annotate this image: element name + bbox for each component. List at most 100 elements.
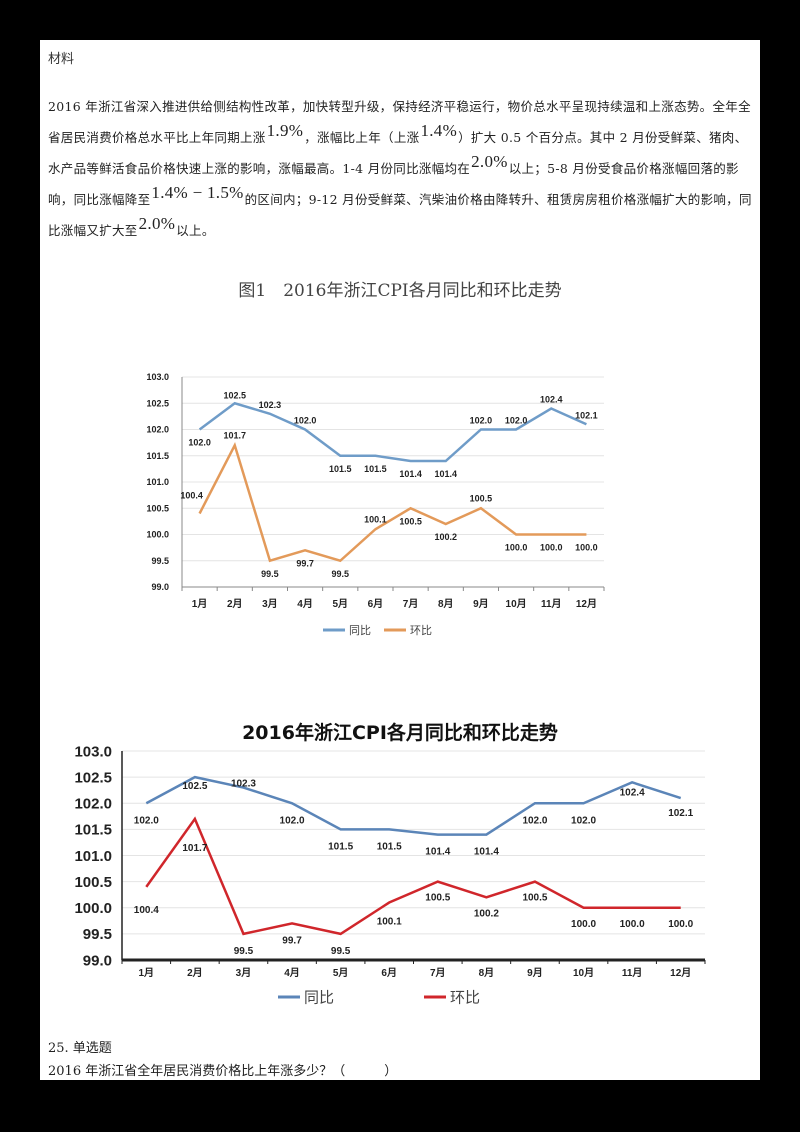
paragraph-text: 的区间内；9-12 月份受鲜菜、汽柴油价格由降转升、租赁房房租价格涨幅扩大的影响… bbox=[48, 192, 752, 238]
data-label: 102.0 bbox=[280, 815, 305, 826]
data-label: 102.0 bbox=[294, 416, 317, 426]
material-paragraph: 2016 年浙江省深入推进供给侧结构性改革，加快转型升级，保持经济平稳运行，物价… bbox=[48, 92, 758, 246]
y-tick-label: 103.0 bbox=[146, 372, 169, 382]
y-tick-label: 102.5 bbox=[146, 398, 169, 408]
data-label: 100.5 bbox=[470, 493, 493, 503]
data-label: 100.0 bbox=[575, 543, 598, 553]
legend-label: 同比 bbox=[349, 624, 371, 637]
data-label: 100.0 bbox=[505, 543, 528, 553]
x-tick-label: 12月 bbox=[576, 598, 597, 610]
x-tick-label: 5月 bbox=[332, 598, 348, 610]
data-label: 102.0 bbox=[134, 815, 159, 826]
y-tick-label: 100.0 bbox=[74, 900, 112, 917]
question-text: 2016 年浙江省全年居民消费价格比上年涨多少？（ ） bbox=[48, 1064, 398, 1079]
data-label: 102.1 bbox=[575, 410, 598, 420]
chart1: 99.0 99.5 100.0 100.5 101.0 101.5 102.0 102.5 10… bbox=[146, 372, 605, 637]
data-label: 100.0 bbox=[620, 919, 645, 930]
data-label: 102.1 bbox=[668, 808, 693, 819]
data-label: 99.7 bbox=[296, 558, 314, 568]
y-tick-label: 101.0 bbox=[74, 848, 112, 865]
y-tick-label: 101.5 bbox=[146, 451, 169, 461]
math-value: 2.0% bbox=[471, 152, 508, 171]
data-label: 101.4 bbox=[434, 469, 457, 479]
data-label: 100.4 bbox=[180, 491, 203, 501]
data-label: 101.5 bbox=[328, 841, 353, 852]
data-label: 100.0 bbox=[540, 543, 563, 553]
series-line-yoy bbox=[145, 775, 682, 836]
x-tick-label: 1月 bbox=[192, 598, 208, 610]
paragraph-text: 2016 年浙江省深入推进供给侧结构性改革，加快转型升级，保持经济平稳运行，物价… bbox=[48, 99, 751, 145]
data-label: 101.7 bbox=[182, 843, 207, 854]
math-value: 1.9% bbox=[266, 121, 304, 140]
data-label: 99.5 bbox=[331, 569, 349, 579]
y-tick-label: 100.5 bbox=[146, 503, 169, 513]
data-label: 101.7 bbox=[223, 430, 246, 440]
data-label: 101.5 bbox=[364, 464, 387, 474]
x-tick-label: 8月 bbox=[479, 967, 495, 979]
document-page: 材料 2016 年浙江省深入推进供给侧结构性改革，加快转型升级，保持经济平稳运行… bbox=[40, 40, 760, 1080]
series-line-mom bbox=[198, 441, 587, 563]
y-tick-label: 101.5 bbox=[74, 822, 112, 839]
data-label: 102.0 bbox=[505, 416, 528, 426]
data-label: 100.4 bbox=[134, 905, 159, 916]
y-tick-label: 102.5 bbox=[74, 769, 112, 786]
x-tick-label: 3月 bbox=[236, 967, 252, 979]
data-label: 102.0 bbox=[188, 438, 211, 448]
data-label: 100.2 bbox=[434, 532, 457, 542]
paragraph-text: 以上；5-8 月份受食品价格涨幅回落的影响，同比涨幅降至 bbox=[48, 161, 739, 207]
data-label: 101.4 bbox=[425, 847, 450, 858]
x-tick-label: 5月 bbox=[333, 967, 349, 979]
data-label: 101.5 bbox=[377, 841, 402, 852]
x-tick-label: 2月 bbox=[187, 967, 203, 979]
x-tick-label: 6月 bbox=[381, 967, 397, 979]
y-tick-label: 102.0 bbox=[146, 425, 169, 435]
legend-label: 环比 bbox=[410, 624, 432, 637]
x-tick-label: 10月 bbox=[573, 967, 594, 979]
x-tick-label: 11月 bbox=[541, 598, 562, 610]
question-number: 25. 单选题 bbox=[48, 1041, 112, 1056]
data-label: 100.5 bbox=[425, 893, 450, 904]
y-tick-label: 100.5 bbox=[74, 874, 112, 891]
paragraph-text: 以上。 bbox=[176, 223, 215, 238]
x-tick-label: 1月 bbox=[139, 967, 155, 979]
x-tick-label: 4月 bbox=[297, 598, 313, 610]
x-tick-label: 7月 bbox=[430, 967, 446, 979]
data-label: 101.5 bbox=[329, 464, 352, 474]
chart2: 99.0 99.5 100.0 100.5 101.0 101.5 102.0 102.5 10… bbox=[74, 743, 706, 1007]
legend-label: 同比 bbox=[304, 990, 334, 1007]
y-tick-label: 101.0 bbox=[146, 477, 169, 487]
x-tick-label: 11月 bbox=[622, 967, 643, 979]
math-value: 1.4% − 1.5% bbox=[151, 183, 244, 202]
y-tick-label: 99.0 bbox=[83, 952, 112, 969]
x-tick-label: 12月 bbox=[670, 967, 691, 979]
data-label: 102.5 bbox=[223, 390, 246, 400]
data-label: 102.4 bbox=[620, 787, 645, 798]
series-line-mom bbox=[145, 816, 681, 936]
x-tick-label: 9月 bbox=[527, 967, 543, 979]
data-label: 99.7 bbox=[282, 935, 302, 946]
data-label: 100.2 bbox=[474, 908, 499, 919]
y-tick-label: 99.5 bbox=[83, 926, 112, 943]
math-value: 2.0% bbox=[138, 214, 176, 233]
legend-label: 环比 bbox=[450, 990, 480, 1007]
x-tick-label: 4月 bbox=[284, 967, 300, 979]
chart2-title: 2016年浙江CPI各月同比和环比走势 bbox=[242, 722, 558, 744]
x-tick-label: 6月 bbox=[368, 598, 384, 610]
y-tick-label: 102.0 bbox=[74, 796, 112, 813]
y-tick-label: 99.5 bbox=[151, 556, 169, 566]
y-tick-label: 103.0 bbox=[74, 743, 112, 760]
series-line-yoy bbox=[198, 401, 587, 463]
y-tick-label: 100.0 bbox=[146, 530, 169, 540]
x-tick-label: 3月 bbox=[262, 598, 278, 610]
data-label: 100.5 bbox=[522, 893, 547, 904]
data-label: 102.0 bbox=[522, 815, 547, 826]
chart1-title: 图1 2016年浙江CPI各月同比和环比走势 bbox=[238, 281, 562, 301]
data-label: 100.0 bbox=[668, 919, 693, 930]
data-label: 102.3 bbox=[231, 779, 256, 790]
paragraph-text: ，涨幅比上年（上涨 bbox=[304, 130, 420, 145]
data-label: 99.5 bbox=[261, 569, 279, 579]
data-label: 102.0 bbox=[470, 416, 493, 426]
data-label: 99.5 bbox=[234, 946, 254, 957]
data-label: 101.4 bbox=[399, 469, 422, 479]
data-label: 99.5 bbox=[331, 946, 351, 957]
